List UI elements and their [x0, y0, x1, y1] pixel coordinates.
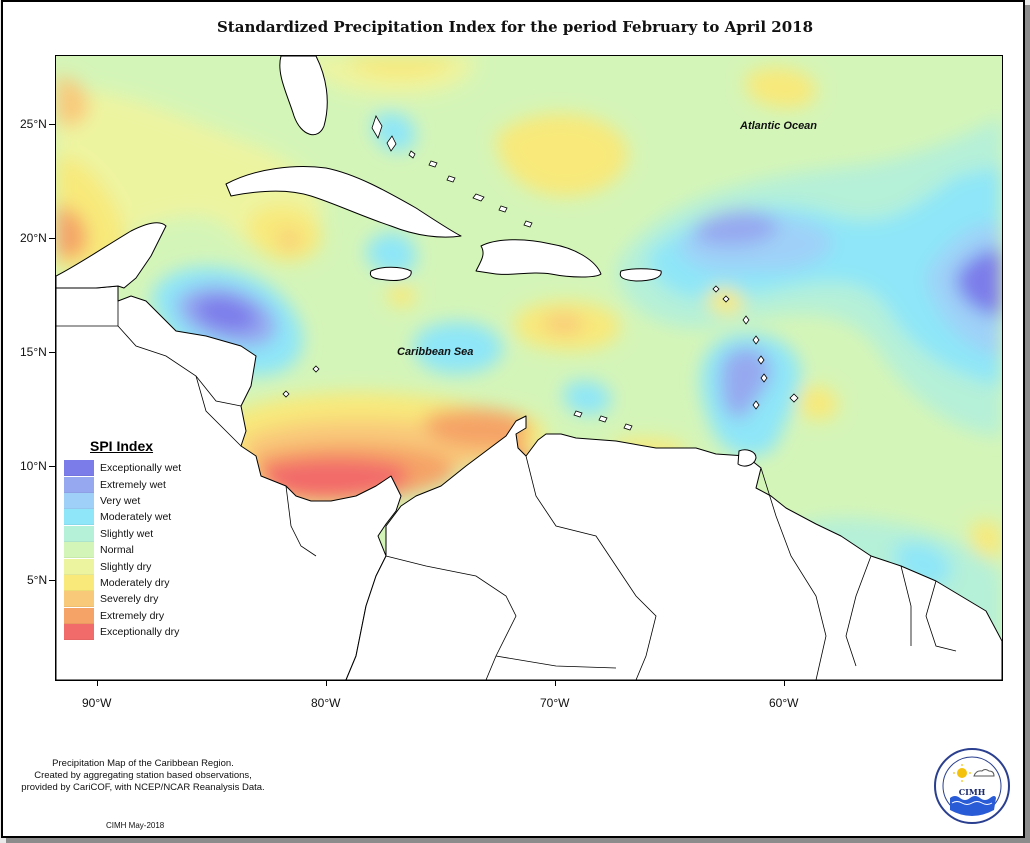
legend-swatch	[64, 525, 94, 542]
legend-swatch	[64, 574, 94, 591]
legend-label: Moderately dry	[100, 576, 170, 589]
legend-item: Moderately dry	[64, 574, 181, 591]
lat-tick	[49, 124, 55, 125]
cimh-logo-icon	[934, 748, 1010, 824]
footnote-line: Created by aggregating station based obs…	[34, 770, 252, 781]
lon-label-80w: 80°W	[311, 696, 341, 710]
legend-item: Severely dry	[64, 591, 181, 608]
legend-item: Slightly dry	[64, 558, 181, 575]
legend-swatch	[64, 558, 94, 575]
legend-items: Exceptionally wet Extremely wet Very wet Mo…	[64, 460, 182, 641]
lat-label-20n: 20°N	[20, 231, 47, 245]
legend-label: Exceptionally wet	[100, 462, 182, 475]
legend-swatch	[64, 460, 94, 477]
footnote-line: Precipitation Map of the Caribbean Regio…	[52, 758, 234, 769]
land-south-america	[345, 415, 1002, 680]
legend-item: Moderately wet	[64, 509, 181, 526]
borders	[56, 301, 957, 680]
lon-label-90w: 90°W	[82, 696, 112, 710]
legend-label: Very wet	[100, 494, 141, 507]
lat-label-15n: 15°N	[20, 345, 47, 359]
footnote: Precipitation Map of the Caribbean Regio…	[8, 758, 278, 794]
cimh-logo: CIMH	[932, 746, 1012, 831]
legend-label: Slightly dry	[100, 560, 152, 573]
spi-map-canvas	[56, 56, 1002, 680]
map-title: Standardized Precipitation Index for the…	[216, 18, 814, 36]
land-cuba	[225, 166, 462, 238]
legend-title: SPI Index	[90, 438, 154, 454]
legend-label: Moderately wet	[100, 511, 172, 524]
legend-label: Severely dry	[100, 593, 159, 606]
credit-text: CIMH May-2018	[106, 821, 165, 830]
legend-swatch	[64, 476, 94, 493]
legend-label: Exceptionally dry	[100, 626, 180, 639]
legend-swatch	[64, 492, 94, 509]
legend-label: Extremely wet	[100, 478, 166, 491]
legend-swatch	[64, 509, 94, 526]
land-florida	[279, 56, 328, 136]
legend-item: Extremely wet	[64, 476, 181, 493]
cimh-logo-text: CIMH	[958, 787, 986, 797]
lon-tick	[326, 680, 327, 686]
land-masses	[56, 56, 1002, 680]
lat-tick	[49, 466, 55, 467]
lat-label-5n: 5°N	[27, 573, 48, 587]
lon-label-60w: 60°W	[769, 696, 799, 710]
legend-label: Normal	[100, 544, 134, 557]
lat-tick	[49, 580, 55, 581]
land-puerto-rico	[619, 268, 662, 282]
land-hispaniola	[475, 239, 602, 278]
legend-swatch	[64, 591, 94, 608]
legend-item: Normal	[64, 542, 181, 559]
legend-item: Extremely dry	[64, 607, 181, 624]
legend-swatch	[64, 607, 94, 624]
atlantic-ocean-label: Atlantic Ocean	[740, 120, 818, 132]
legend-swatch	[64, 542, 94, 559]
legend-item: Slightly wet	[64, 525, 181, 542]
lat-tick	[49, 352, 55, 353]
land-jamaica	[369, 266, 412, 281]
lon-tick	[784, 680, 785, 686]
legend-item: Exceptionally wet	[64, 460, 182, 477]
lat-label-25n: 25°N	[20, 117, 47, 131]
legend-swatch	[64, 624, 94, 641]
land-trinidad	[737, 449, 757, 467]
lon-label-70w: 70°W	[540, 696, 570, 710]
caribbean-sea-label: Caribbean Sea	[397, 346, 474, 358]
legend-label: Extremely dry	[100, 609, 165, 622]
legend-label: Slightly wet	[100, 527, 154, 540]
land-yucatan	[56, 222, 167, 289]
lat-tick	[49, 238, 55, 239]
lat-label-10n: 10°N	[20, 459, 47, 473]
lon-tick	[97, 680, 98, 686]
lon-tick	[555, 680, 556, 686]
footnote-line: provided by CariCOF, with NCEP/NCAR Rean…	[21, 782, 265, 793]
spi-legend: SPI Index Exceptionally wet Extremely wet…	[64, 438, 182, 641]
small-islands	[282, 115, 799, 431]
legend-item: Exceptionally dry	[64, 624, 181, 641]
spi-map	[55, 55, 1003, 681]
legend-item: Very wet	[64, 492, 181, 509]
